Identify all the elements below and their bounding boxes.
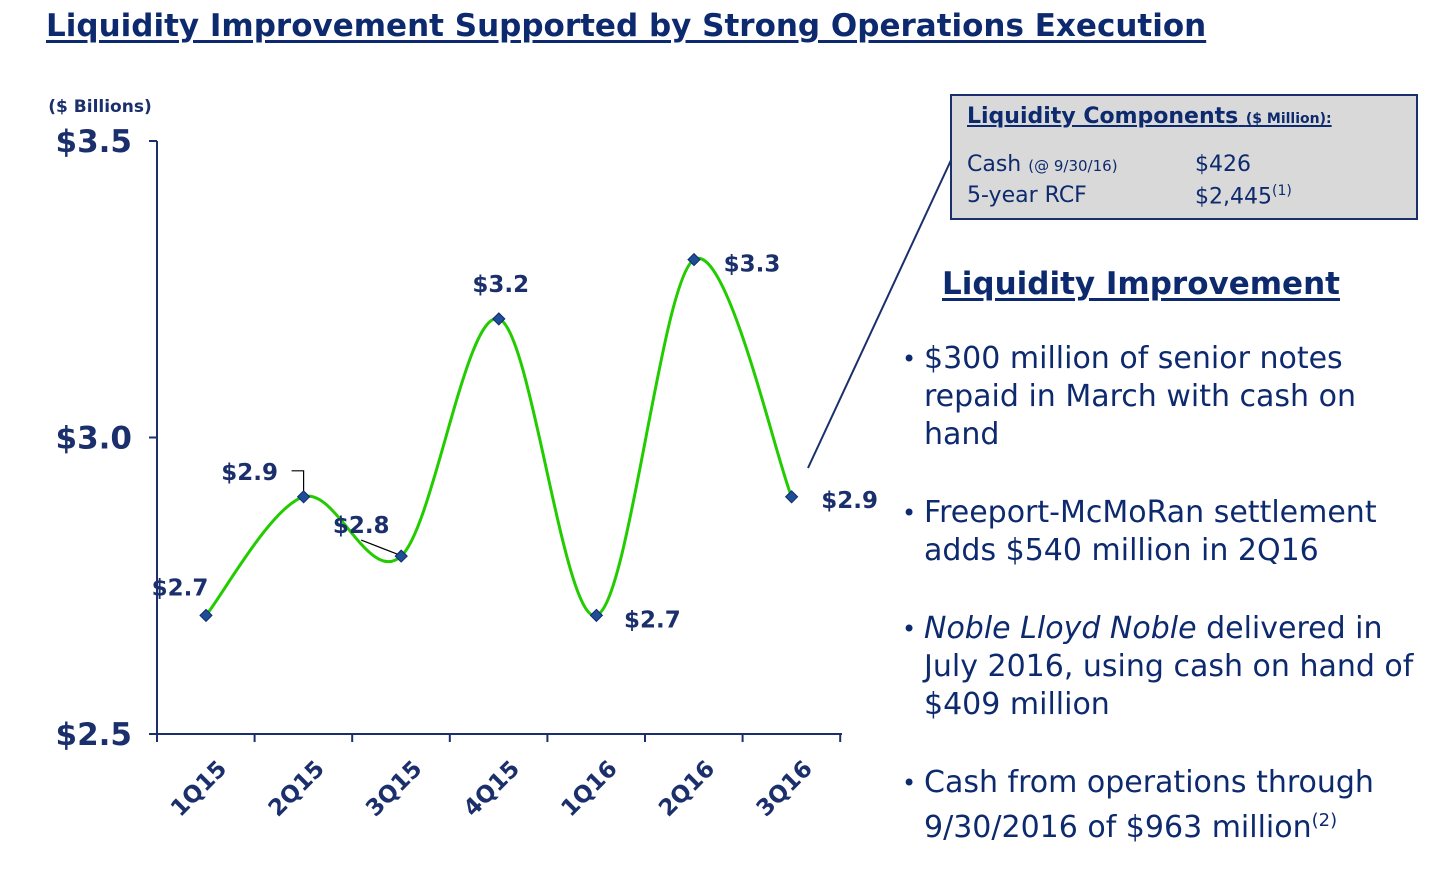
footnote-2: (2) [1311, 810, 1338, 831]
rcf-row-label: 5-year RCF [967, 183, 1087, 208]
data-label: $2.9 [221, 460, 278, 486]
data-point [687, 252, 701, 267]
components-unit: ($ Million): [1245, 111, 1332, 127]
bullet-settlement-text: Freeport-McMoRan settlement adds $540 mi… [924, 495, 1377, 568]
data-point [296, 490, 311, 504]
data-point [199, 608, 213, 623]
cash-label: Cash [967, 152, 1022, 177]
data-label: $2.9 [821, 488, 878, 514]
series-line-liquidity [204, 256, 793, 617]
data-label: $3.3 [724, 252, 781, 278]
chart-unit-label: ($ Billions) [48, 97, 151, 117]
x-tick-label: 3Q16 [752, 756, 818, 822]
bullet-noble-lloyd-noble: Noble Lloyd Noble delivered in July 2016… [898, 610, 1428, 724]
data-label: $3.2 [472, 272, 529, 298]
components-title-text: Liquidity Components [967, 104, 1239, 129]
data-point [492, 312, 506, 326]
components-title: Liquidity Components ($ Million): [967, 104, 1332, 129]
rcf-value: $2,445(1) [1195, 183, 1292, 209]
cash-date-note: (@ 9/30/16) [1028, 157, 1118, 175]
bullet-settlement: Freeport-McMoRan settlement adds $540 mi… [898, 494, 1428, 570]
label-connectors [291, 470, 398, 555]
y-tick-label: $3.5 [56, 124, 133, 160]
liquidity-improvement-list: $300 million of senior notes repaid in M… [898, 340, 1428, 887]
x-tick-label: 1Q15 [166, 756, 232, 822]
bullet-noble-lloyd-noble-text: delivered in July 2016, using cash on ha… [924, 611, 1414, 722]
data-point [589, 608, 604, 623]
bullet-senior-notes-text: $300 million of senior notes repaid in M… [924, 341, 1356, 452]
x-tick-label: 2Q16 [654, 756, 720, 822]
y-tick-label: $3.0 [56, 421, 133, 457]
liquidity-improvement-title: Liquidity Improvement [942, 266, 1340, 302]
rcf-value-text: $2,445 [1195, 184, 1272, 210]
x-tick-label: 3Q15 [361, 756, 427, 822]
data-labels: $2.7 $2.9 $2.8 $3.2 $2.7 $3.3 $2.9 [152, 252, 878, 634]
chart-axes: $2.5 $3.0 $3.5 1Q15 2Q15 3Q15 4Q15 1Q16 2Q16 3Q16 [56, 124, 842, 822]
y-tick-label: $2.5 [56, 717, 133, 753]
rcf-footnote: (1) [1271, 183, 1292, 199]
rig-name: Noble Lloyd Noble [924, 611, 1197, 646]
page-title: Liquidity Improvement Supported by Stron… [46, 8, 1207, 44]
label-connector [360, 539, 398, 555]
data-point [394, 549, 408, 563]
x-tick-label: 2Q15 [264, 756, 330, 822]
cash-row-label: Cash (@ 9/30/16) [967, 152, 1118, 177]
x-tick-label: 4Q15 [459, 756, 525, 822]
data-markers [199, 252, 799, 623]
bullet-cash-from-operations: Cash from operations through 9/30/2016 o… [898, 764, 1428, 847]
data-label: $2.8 [333, 513, 390, 539]
data-label: $2.7 [152, 575, 209, 601]
callout-line [807, 157, 953, 469]
liquidity-line-chart: ($ Billions) $2.5 $3.0 $3.5 1Q15 2Q15 3Q15 4Q1… [48, 97, 953, 822]
bullet-cash-from-operations-text: Cash from operations through 9/30/2016 o… [924, 765, 1374, 845]
bullet-senior-notes: $300 million of senior notes repaid in M… [898, 340, 1428, 454]
liquidity-components-box: Liquidity Components ($ Million): Cash (… [950, 94, 1418, 220]
cash-value: $426 [1195, 152, 1251, 177]
data-label: $2.7 [624, 607, 681, 633]
cash-value-text: $426 [1195, 152, 1251, 177]
data-point [784, 490, 799, 504]
rcf-label: 5-year RCF [967, 183, 1087, 208]
x-tick-label: 1Q16 [556, 756, 622, 822]
label-connector [291, 470, 305, 493]
